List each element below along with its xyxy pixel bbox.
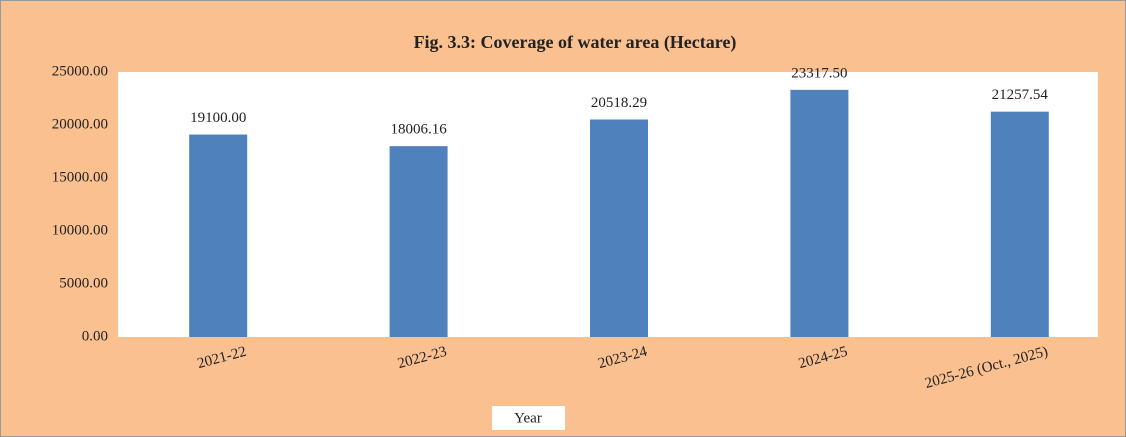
data-label: 23317.50 <box>791 65 847 81</box>
y-tick-label: 25000.00 <box>52 63 108 79</box>
bar <box>590 119 648 337</box>
bar <box>389 146 448 337</box>
data-label: 20518.29 <box>591 95 647 111</box>
y-tick-label: 15000.00 <box>52 169 108 185</box>
y-tick-label: 0.00 <box>82 328 108 344</box>
y-tick-label: 20000.00 <box>52 116 108 132</box>
x-axis-title-box <box>492 406 565 430</box>
bar <box>189 134 248 337</box>
y-tick-label: 10000.00 <box>52 222 108 238</box>
y-tick-label: 5000.00 <box>59 275 108 291</box>
data-label: 19100.00 <box>190 110 246 126</box>
bar <box>990 111 1049 337</box>
data-label: 18006.16 <box>390 122 447 138</box>
chart-title: Fig. 3.3: Coverage of water area (Hectar… <box>414 32 737 53</box>
data-label: 21257.54 <box>992 87 1049 103</box>
bar <box>790 89 849 337</box>
x-axis-title: Year <box>514 410 542 426</box>
